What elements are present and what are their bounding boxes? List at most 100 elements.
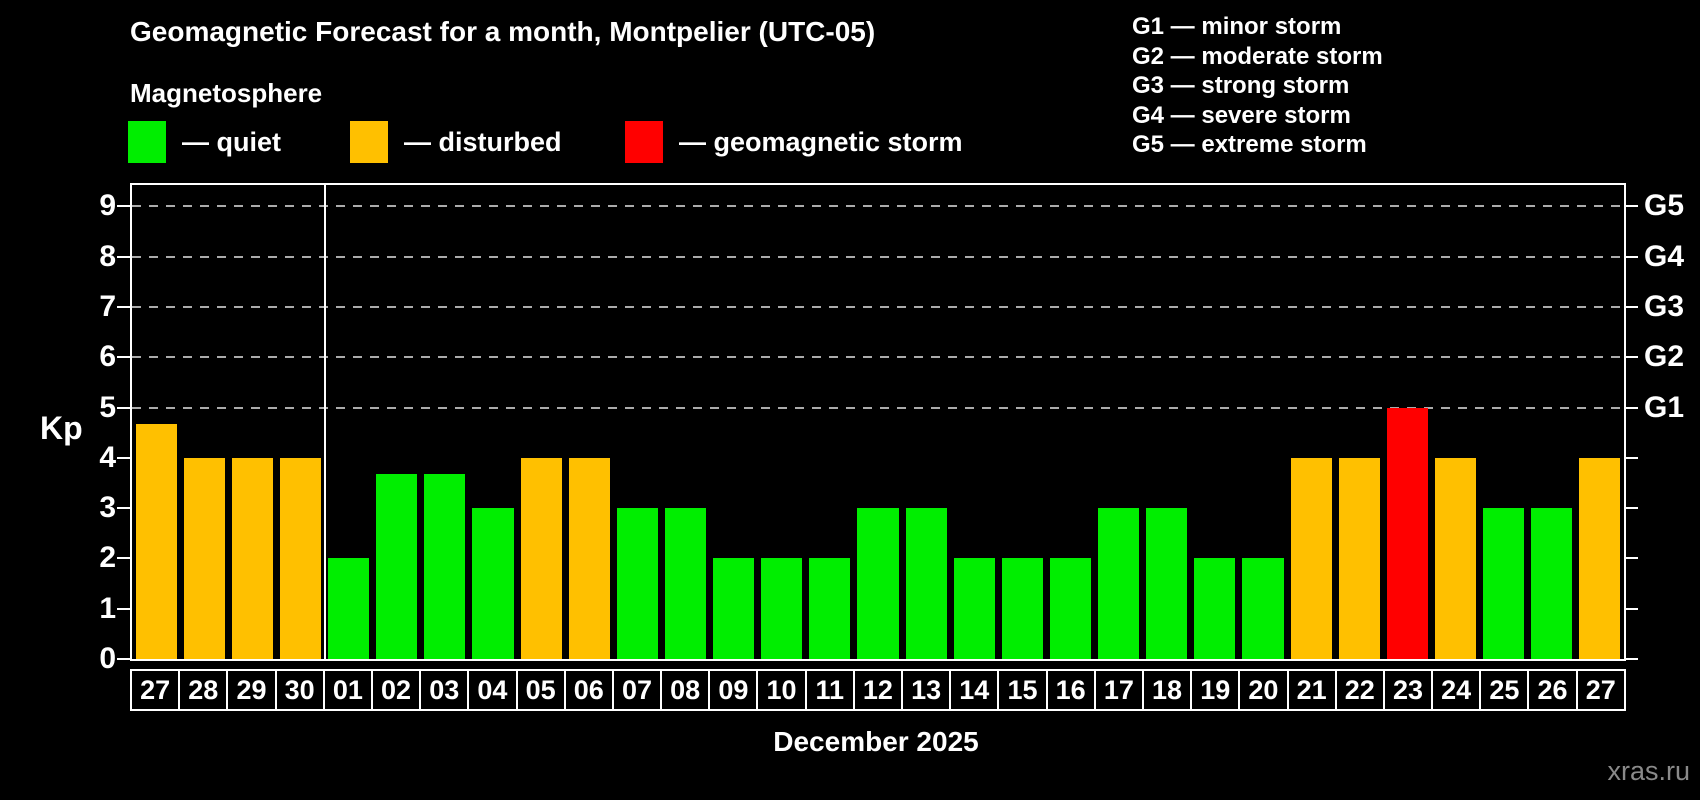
watermark: xras.ru <box>1607 756 1690 786</box>
day-label-1: 28 <box>178 669 229 711</box>
legend-item-quiet: — quiet <box>128 120 281 164</box>
day-label-2: 29 <box>226 669 277 711</box>
day-label-27: 24 <box>1431 669 1482 711</box>
kp-bar-25 <box>1483 508 1525 659</box>
y-tick-right-8 <box>1624 255 1638 258</box>
storm-scale-line-g5: G5 — extreme storm <box>1132 131 1367 158</box>
kp-bar-17 <box>1098 508 1140 659</box>
day-label-14: 11 <box>804 669 855 711</box>
gridline-kp7 <box>132 305 1624 308</box>
y-tick-left-2 <box>117 557 130 560</box>
y-axis-label-8: 8 <box>99 239 116 273</box>
storm-scale-line-g4: G4 — severe storm <box>1132 101 1351 129</box>
page-title: Geomagnetic Forecast for a month, Montpe… <box>130 16 876 47</box>
plot-area: 0 1 2 3 4 5 G1 6 G2 7 G3 8 G4 9 G5 Kp <box>40 183 1684 675</box>
y-axis-label-7: 7 <box>99 289 116 323</box>
y-tick-right-0 <box>1624 658 1638 660</box>
day-label-12: 09 <box>708 669 759 711</box>
y-axis-label-3: 3 <box>99 491 116 525</box>
day-label-9: 06 <box>563 669 614 711</box>
kp-bar-11 <box>809 558 851 659</box>
y-axis-label-2: 2 <box>99 541 116 575</box>
day-label-23: 20 <box>1238 669 1289 711</box>
right-axis-label-g4: G4 <box>1644 239 1685 273</box>
x-axis-month-label: December 2025 <box>773 726 979 757</box>
kp-bar-22 <box>1338 457 1380 659</box>
x-axis-day-labels: 27 28 29 30 01 02 03 04 05 06 07 08 09 10 11 12 13 14 15 16… <box>130 669 1626 711</box>
disturbed-color-swatch-icon <box>350 121 388 163</box>
right-axis-label-g3: G3 <box>1644 289 1685 323</box>
y-axis-label-1: 1 <box>99 591 116 625</box>
y-tick-right-1 <box>1624 607 1638 610</box>
y-tick-right-7 <box>1624 305 1638 308</box>
gridline-kp5 <box>132 406 1624 409</box>
day-label-21: 18 <box>1141 669 1193 711</box>
y-tick-right-6 <box>1624 356 1638 359</box>
kp-bar-03 <box>424 474 466 659</box>
day-label-19: 16 <box>1045 669 1096 711</box>
legend-item-disturbed: — disturbed <box>350 120 562 164</box>
y-tick-left-9 <box>117 205 130 208</box>
y-axis-label-4: 4 <box>99 440 116 474</box>
y-tick-left-5 <box>117 406 130 409</box>
day-label-6: 03 <box>419 669 470 711</box>
quiet-color-swatch-icon <box>128 121 166 163</box>
day-label-29: 26 <box>1527 669 1578 711</box>
storm-scale-line-g1: G1 — minor storm <box>1132 13 1342 40</box>
kp-bar-26 <box>1531 508 1573 659</box>
right-axis-label-g1: G1 <box>1644 390 1685 424</box>
y-tick-left-3 <box>117 507 130 510</box>
y-tick-left-1 <box>117 607 130 610</box>
kp-bar-09 <box>713 558 755 659</box>
y-tick-right-2 <box>1624 557 1638 560</box>
kp-bar-13 <box>905 508 947 659</box>
y-tick-right-3 <box>1624 507 1638 510</box>
day-label-28: 25 <box>1479 669 1530 711</box>
kp-bar-28 <box>183 457 225 659</box>
kp-bar-30 <box>279 457 321 659</box>
kp-bar-29 <box>231 457 273 659</box>
kp-bar-08 <box>664 508 707 659</box>
kp-bar-06 <box>568 457 610 659</box>
day-label-18: 15 <box>997 669 1048 711</box>
y-axis-label-0: 0 <box>99 642 116 675</box>
day-label-20: 17 <box>1093 669 1144 711</box>
storm-scale-line-g3: G3 — strong storm <box>1132 72 1350 99</box>
chart-subtitle: Magnetosphere <box>130 78 323 108</box>
y-tick-right-5 <box>1624 406 1638 409</box>
kp-bar-05 <box>520 457 562 659</box>
y-tick-left-6 <box>117 356 130 359</box>
kp-bar-18 <box>1146 508 1188 659</box>
y-tick-left-0 <box>117 658 130 660</box>
legend-item-storm: — geomagnetic storm <box>625 120 963 164</box>
storm-color-swatch-icon <box>625 121 663 163</box>
y-axis-label-6: 6 <box>99 340 116 374</box>
gridline-kp6 <box>132 356 1624 359</box>
day-label-0: 27 <box>130 669 181 711</box>
kp-bar-07 <box>616 508 658 659</box>
kp-bar-21 <box>1290 457 1332 659</box>
day-label-17: 14 <box>949 669 1000 711</box>
gridline-kp9 <box>132 205 1624 208</box>
day-label-26: 23 <box>1382 669 1434 711</box>
legend-label-quiet: — quiet <box>182 126 281 157</box>
y-axis-title: Kp <box>40 410 83 446</box>
day-label-11: 08 <box>660 669 711 711</box>
legend-label-storm: — geomagnetic storm <box>679 126 963 157</box>
gridline-kp8 <box>132 255 1624 258</box>
day-label-13: 10 <box>756 669 807 711</box>
kp-bar-27 <box>1579 457 1621 659</box>
day-label-16: 13 <box>901 669 952 711</box>
y-tick-left-7 <box>117 305 130 308</box>
kp-bar-02 <box>376 474 418 659</box>
kp-bar-23 <box>1386 407 1428 659</box>
kp-bar-16 <box>1049 558 1092 659</box>
y-axis-label-9: 9 <box>99 189 116 223</box>
day-label-7: 04 <box>467 669 518 711</box>
y-tick-left-4 <box>117 456 130 459</box>
kp-bar-15 <box>1001 558 1043 659</box>
right-axis-label-g2: G2 <box>1644 340 1685 374</box>
y-tick-right-9 <box>1624 205 1638 208</box>
y-tick-right-4 <box>1624 456 1638 459</box>
storm-scale-line-g2: G2 — moderate storm <box>1132 42 1383 70</box>
